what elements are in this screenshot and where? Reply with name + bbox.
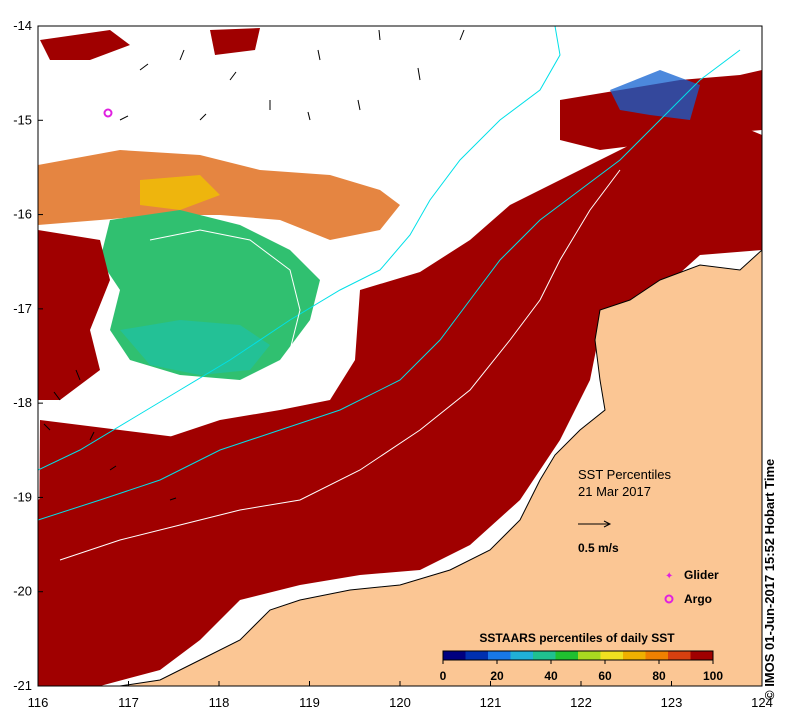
teal-region [120, 320, 270, 375]
lon-tick-label: 122 [570, 695, 592, 710]
latitude-axis: -14 -15 -16 -17 -18 -19 -20 -21 [13, 18, 43, 693]
colorbar-swatch [600, 651, 624, 660]
lat-tick-label: -16 [13, 207, 32, 222]
colorbar-tick-label: 80 [652, 669, 666, 683]
colorbar-swatch [668, 651, 691, 660]
map-title: SST Percentiles [578, 467, 671, 482]
colorbar: SSTAARS percentiles of daily SST 0 20 40 60… [440, 631, 724, 683]
sst-percentile-field [38, 28, 762, 686]
lon-tick-label: 116 [28, 695, 49, 710]
land-area [119, 249, 762, 686]
colorbar-swatch [488, 651, 511, 660]
colorbar-swatch [555, 651, 579, 660]
lon-tick-label: 117 [118, 695, 139, 710]
colorbar-swatch [645, 651, 669, 660]
left-red-region [38, 230, 110, 400]
colorbar-tick-label: 0 [440, 669, 447, 683]
colorbar-swatch [465, 651, 489, 660]
colorbar-ticks: 0 20 40 60 80 100 [440, 660, 723, 683]
colorbar-tick-label: 20 [490, 669, 504, 683]
colorbar-title: SSTAARS percentiles of daily SST [479, 631, 675, 645]
colorbar-swatch [443, 651, 466, 660]
lat-tick-label: -15 [13, 112, 32, 127]
bathymetry-contours [38, 26, 741, 561]
vector-scale-arrowhead [603, 520, 612, 528]
argo-marker-point [103, 108, 113, 118]
lat-tick-label: -21 [13, 678, 32, 693]
credit-text: © IMOS 01-Jun-2017 15:52 Hobart Time [762, 458, 777, 700]
colorbar-swatch [623, 651, 646, 660]
lat-tick-label: -17 [13, 301, 32, 316]
glider-label: Glider [684, 568, 719, 582]
lat-tick-label: -20 [13, 584, 32, 599]
yellow-patch [140, 175, 220, 210]
lon-tick-label: 120 [389, 695, 411, 710]
lon-tick-label: 121 [480, 695, 502, 710]
coastal-high-region [38, 420, 230, 686]
current-vectors [43, 29, 465, 501]
colorbar-tick-label: 60 [598, 669, 612, 683]
lon-tick-label: 119 [299, 695, 320, 710]
colorbar-swatch [578, 651, 601, 660]
colorbar-tick-label: 40 [544, 669, 558, 683]
argo-icon [664, 594, 674, 604]
lat-tick-label: -19 [13, 489, 32, 504]
colorbar-swatches [442, 650, 714, 661]
north-west-red-patch [40, 30, 130, 60]
argo-label: Argo [684, 592, 712, 606]
lon-tick-label: 118 [209, 695, 230, 710]
colorbar-swatch [510, 651, 534, 660]
north-red-patch [210, 28, 260, 55]
glider-icon: ✦ [665, 571, 673, 582]
vector-scale: 0.5 m/s [578, 520, 619, 555]
vector-scale-label: 0.5 m/s [578, 541, 619, 555]
longitude-axis: 116 117 118 119 120 121 122 123 124 [28, 681, 773, 710]
high-percentile-region [38, 130, 762, 686]
north-east-blue-region [610, 70, 700, 120]
colorbar-border [442, 650, 714, 661]
lon-tick-label: 123 [661, 695, 683, 710]
colorbar-swatch [533, 651, 556, 660]
colorbar-swatch [690, 651, 714, 660]
colorbar-tick-label: 100 [703, 669, 723, 683]
marker-legend: ✦ Glider Argo [664, 568, 719, 606]
lat-tick-label: -18 [13, 395, 32, 410]
map-plot-area [38, 26, 762, 686]
lon-tick-label: 124 [751, 695, 773, 710]
map-date: 21 Mar 2017 [578, 484, 651, 499]
lat-tick-label: -14 [13, 18, 32, 33]
